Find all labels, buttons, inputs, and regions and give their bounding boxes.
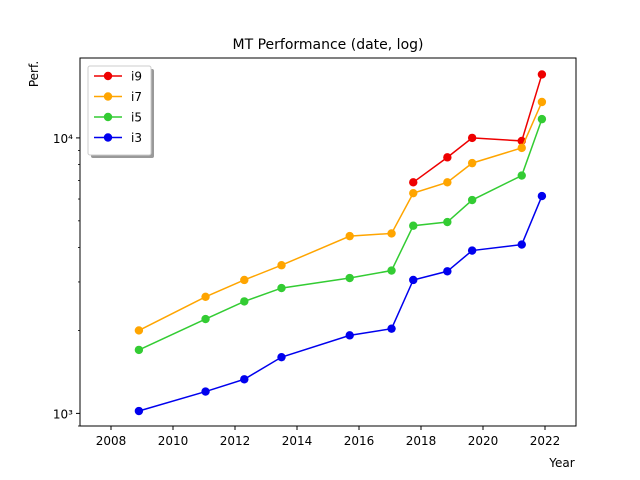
y-axis-label: Perf.	[27, 61, 41, 87]
data-point-i3	[240, 375, 249, 384]
data-point-i9	[409, 178, 418, 187]
legend-marker-i5	[103, 112, 113, 122]
y-tick-label-10000: 10⁴	[53, 132, 73, 146]
data-point-i7	[387, 229, 396, 238]
data-point-i7	[240, 275, 249, 285]
data-point-i9	[443, 153, 452, 162]
data-point-i5	[134, 345, 144, 355]
data-point-i3	[277, 352, 286, 362]
data-point-i9	[467, 133, 477, 143]
legend-box	[87, 65, 152, 156]
data-point-i7	[443, 178, 452, 187]
plot-frame	[79, 57, 577, 427]
data-point-i7	[467, 158, 477, 168]
data-point-i7	[277, 261, 286, 270]
data-point-i7	[517, 143, 526, 153]
legend-marker-i7	[103, 92, 113, 101]
legend: i9 i7 i5 i3	[87, 65, 154, 158]
data-point-i3	[409, 275, 418, 285]
x-tick-label-2020: 2020	[468, 434, 499, 448]
data-point-i5	[517, 171, 526, 180]
data-point-i7	[409, 188, 418, 198]
x-tick-label-2012: 2012	[220, 434, 251, 448]
chart-title: MT Performance (date, log)	[233, 37, 424, 53]
legend-label-i3: i3	[131, 131, 142, 145]
data-point-i5	[387, 266, 396, 275]
data-point-i3	[134, 406, 144, 416]
x-axis-label: Year	[548, 456, 574, 470]
data-point-i7	[345, 231, 354, 241]
data-point-i3	[387, 324, 396, 333]
data-point-i7	[537, 97, 547, 107]
legend-marker-i3	[103, 133, 113, 142]
data-point-i3	[443, 267, 452, 276]
legend-label-i9: i9	[131, 70, 142, 84]
data-point-i5	[409, 221, 418, 230]
x-tick-label-2018: 2018	[406, 434, 437, 448]
data-point-i3	[537, 191, 547, 201]
data-point-i5	[277, 283, 286, 293]
x-tick-label-2008: 2008	[96, 434, 127, 448]
data-point-i3	[201, 387, 210, 396]
data-point-i3	[467, 246, 477, 255]
x-tick-label-2022: 2022	[530, 434, 561, 448]
data-point-i5	[467, 195, 477, 205]
data-point-i5	[240, 297, 249, 306]
data-point-i5	[443, 217, 452, 227]
legend-marker-i9	[103, 71, 113, 81]
data-point-i5	[537, 114, 547, 124]
data-point-i9	[537, 70, 547, 79]
y-tick-label-1000: 10³	[53, 407, 73, 421]
axes: 2008 2010 2012 2014 2016 2018 2020 2022 10³ 10⁴	[53, 132, 560, 448]
data-point-i3	[345, 331, 354, 340]
legend-label-i5: i5	[131, 111, 142, 125]
data-point-i5	[345, 273, 354, 283]
data-point-i3	[517, 240, 526, 249]
legend-label-i7: i7	[131, 90, 142, 104]
x-tick-label-2010: 2010	[158, 434, 189, 448]
data-point-i7	[201, 292, 210, 301]
data-point-i7	[134, 326, 144, 335]
x-tick-label-2016: 2016	[344, 434, 375, 448]
data-point-i5	[201, 314, 210, 324]
plot-area	[134, 70, 547, 416]
x-tick-label-2014: 2014	[282, 434, 313, 448]
